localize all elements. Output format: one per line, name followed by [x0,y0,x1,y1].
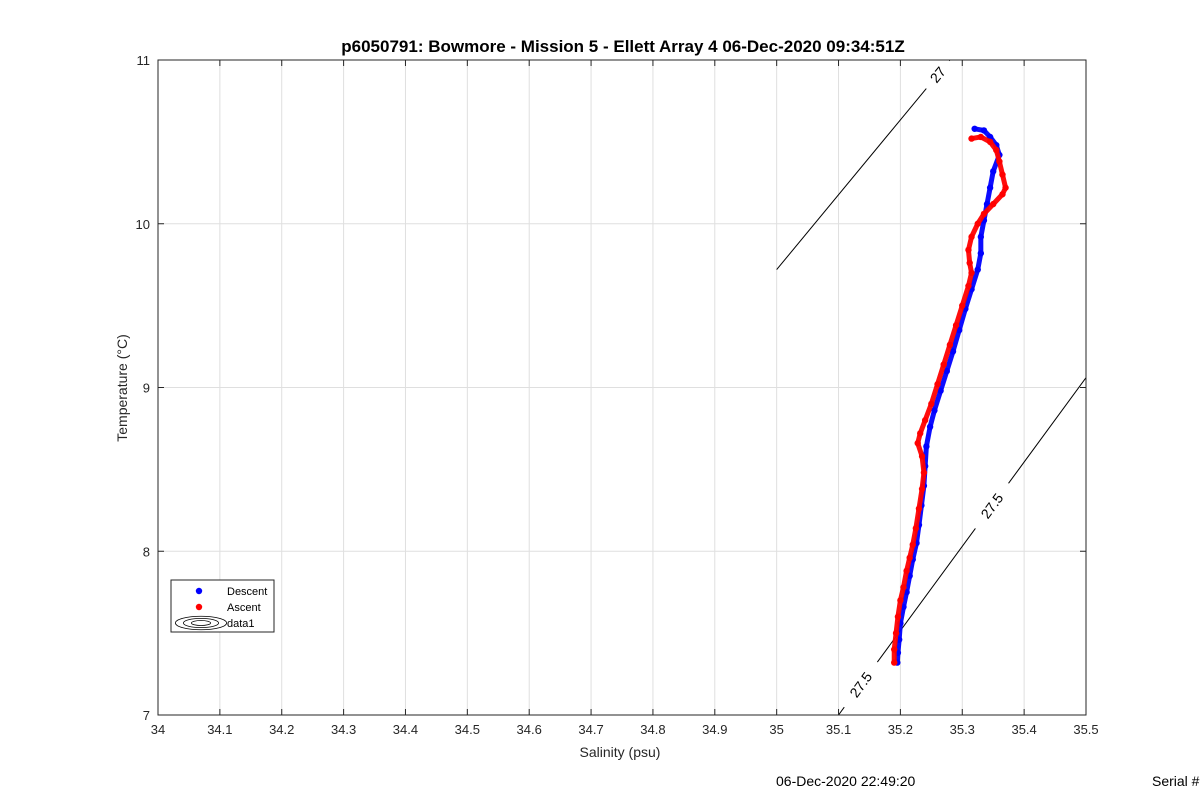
x-tick-label: 35.3 [950,722,975,737]
data-point-ascent [920,469,928,476]
data-point-descent [990,168,997,175]
data-point-ascent [959,302,966,309]
x-tick-label: 34.1 [207,722,232,737]
data-point-ascent [965,282,972,290]
data-point-ascent [914,439,921,447]
data-point-ascent [912,525,920,532]
legend: Descent Ascent data1 [170,579,275,633]
data-point-ascent [891,659,898,666]
x-tick-label: 34 [151,722,165,737]
x-tick-label: 35.1 [826,722,851,737]
data-point-ascent [968,269,975,277]
data-point-ascent [977,133,985,141]
data-point-ascent [909,541,916,548]
footer-date: 06-Dec-2020 22:49:20 [776,773,916,789]
data-point-ascent [892,629,900,637]
data-point-ascent [1002,184,1009,191]
data-point-ascent [906,554,913,561]
data-point-ascent [897,597,904,604]
x-tick-label: 34.7 [578,722,603,737]
data-point-ascent [980,210,988,218]
data-point-ascent [968,135,975,142]
data-point-descent [943,367,950,375]
x-tick-label: 34.8 [640,722,665,737]
legend-marker-ascent [195,603,203,611]
legend-marker-data1-icon [182,617,219,629]
y-tick-label: 8 [143,544,150,559]
data-point-ascent [918,485,926,493]
x-tick-label: 35.4 [1011,722,1036,737]
legend-label: Ascent [227,602,261,614]
contour-line-segment [776,88,927,270]
legend-marker-data1-icon [190,620,211,626]
data-point-ascent [903,567,910,575]
data-point-ascent [918,453,926,460]
axis-ticks: 34 34.1 34.2 34.3 34.4 34.5 34.6 34.7 34.8 34.9 35… [136,53,1099,737]
data-point-descent [977,233,985,241]
data-point-descent [931,407,938,414]
x-tick-label: 35.2 [888,722,913,737]
data-point-ascent [891,646,898,653]
data-point-descent [937,387,944,394]
data-point-ascent [999,171,1006,178]
data-point-descent [974,266,981,273]
x-axis-label: Salinity (psu) [580,744,661,760]
contour-line-segment [838,706,845,715]
data-point-ascent [921,417,929,424]
data-point-ascent [986,138,994,146]
data-point-descent [923,443,930,450]
x-tick-label: 34.4 [393,722,418,737]
data-point-ascent [966,259,973,267]
legend-marker-data1-icon [174,615,227,631]
data-point-descent [977,250,985,257]
data-point-ascent [990,200,997,208]
x-tick-label: 34.3 [331,722,356,737]
x-tick-label: 34.5 [455,722,480,737]
data-point-ascent [900,584,907,591]
data-point-ascent [946,341,954,349]
data-point-ascent [916,430,924,437]
legend-box [170,579,275,633]
data-point-ascent [993,146,1000,154]
data-series [891,125,1009,666]
y-tick-label: 9 [143,381,150,396]
contour-line-segment [1008,377,1086,484]
y-tick-label: 11 [137,53,151,68]
data-point-ascent [965,246,972,254]
y-tick-label: 7 [143,708,150,723]
data-point-descent [949,348,957,355]
y-tick-label: 10 [136,217,150,232]
data-point-descent [986,184,994,191]
data-point-ascent [928,400,935,408]
chart-title: p6050791: Bowmore - Mission 5 - Ellett A… [341,37,904,56]
legend-label: Descent [227,586,267,598]
series-trace-descent [894,126,1002,666]
x-tick-label: 35 [769,722,783,737]
x-tick-label: 34.6 [517,722,542,737]
data-point-ascent [974,220,981,227]
x-tick-label: 34.9 [702,722,727,737]
data-point-descent [926,423,934,430]
data-point-descent [971,125,978,132]
x-tick-label: 35.5 [1073,722,1098,737]
data-point-ascent [952,322,960,329]
y-axis-label: Temperature (°C) [114,334,130,442]
data-point-ascent [934,381,941,388]
data-point-ascent [940,361,947,368]
legend-label: data1 [227,618,255,630]
footer-serial: Serial # [1152,773,1200,789]
data-point-ascent [915,505,923,512]
data-point-descent [980,127,988,134]
data-point-ascent [894,613,902,620]
x-tick-label: 34.2 [269,722,294,737]
legend-marker-descent [195,587,203,595]
data-point-ascent [999,191,1006,198]
data-point-ascent [968,233,975,241]
data-point-ascent [996,158,1003,165]
